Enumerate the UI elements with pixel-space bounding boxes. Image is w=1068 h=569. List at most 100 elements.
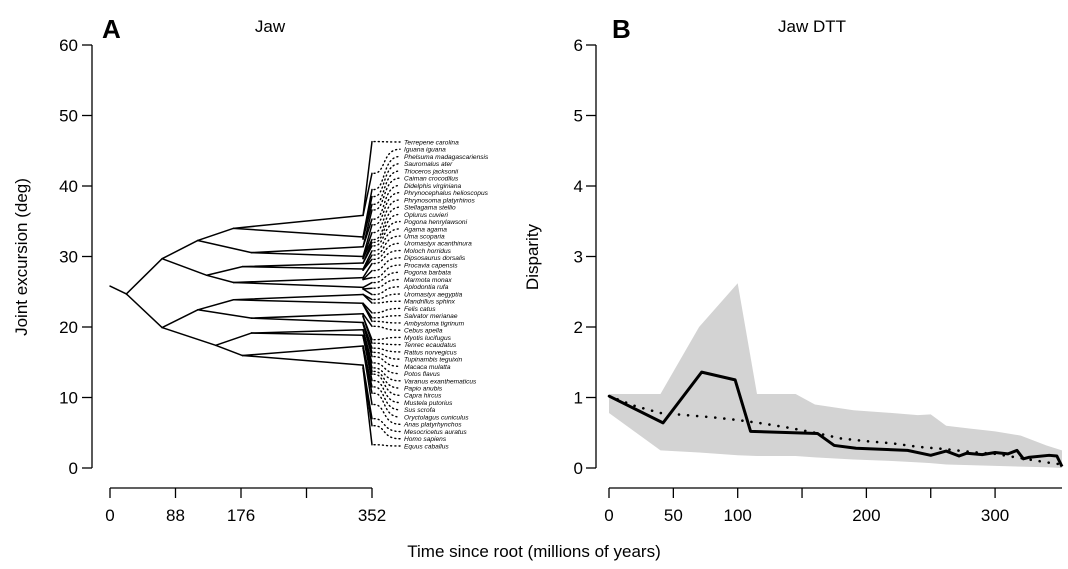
tree-branch bbox=[362, 328, 373, 369]
panel-a-y-tick-label: 40 bbox=[59, 177, 78, 196]
tree-branch bbox=[362, 347, 373, 406]
tree-branch bbox=[362, 313, 373, 328]
taxon-leader bbox=[373, 325, 401, 331]
null-range-band bbox=[609, 283, 1062, 468]
taxon-leader bbox=[373, 425, 401, 440]
taxon-label: Phelsuma madagascariensis bbox=[404, 154, 489, 161]
taxon-leader bbox=[373, 242, 401, 261]
tree-branch bbox=[161, 239, 199, 260]
taxon-label: Mandrillus sphinx bbox=[404, 299, 456, 306]
tree-branch bbox=[362, 269, 373, 281]
taxon-leader bbox=[373, 307, 401, 314]
taxon-leader bbox=[373, 155, 401, 191]
taxon-label: Homo sapiens bbox=[404, 436, 447, 443]
panel-b-y-tick-label: 1 bbox=[574, 389, 583, 408]
taxon-label: Capra hircus bbox=[404, 393, 442, 400]
tree-branch bbox=[362, 303, 373, 323]
taxon-leader bbox=[373, 271, 401, 284]
taxon-label: Tupinambis teguixin bbox=[404, 357, 462, 364]
panel-b-y-tick-label: 3 bbox=[574, 248, 583, 267]
tree-branch bbox=[250, 317, 364, 324]
taxon-label: Anas platyrhynchos bbox=[403, 422, 462, 429]
panel-b-x-tick-label: 100 bbox=[724, 506, 752, 525]
taxon-leader bbox=[373, 278, 401, 289]
taxon-label: Didelphis virginiana bbox=[404, 183, 462, 190]
panel-a-x-tick-label: 88 bbox=[166, 506, 185, 525]
tree-branch bbox=[232, 293, 364, 301]
taxon-leader bbox=[373, 228, 401, 252]
panel-b: B Jaw DTT Disparity 0 1 2 3 4 5 6 0 50 100 200 300 bbox=[523, 14, 1064, 525]
taxon-label: Sauromalus ater bbox=[404, 161, 453, 168]
tree-branch bbox=[232, 281, 364, 289]
tree-branch bbox=[241, 265, 364, 270]
taxon-label: Agama agama bbox=[403, 226, 447, 233]
tree-branch bbox=[362, 258, 373, 271]
taxon-leader bbox=[373, 148, 401, 175]
taxon-leader bbox=[373, 235, 401, 256]
taxon-leader bbox=[373, 220, 401, 247]
taxon-leader bbox=[373, 403, 401, 425]
tree-branch bbox=[125, 257, 163, 295]
tree-branch bbox=[362, 321, 373, 349]
taxon-label: Uromastyx aegyptia bbox=[404, 291, 463, 298]
taxon-leader bbox=[373, 170, 401, 206]
panel-b-x-tick-label: 0 bbox=[604, 506, 613, 525]
taxon-label: Macaca mulatta bbox=[404, 364, 451, 371]
panel-b-y-axis-label: Disparity bbox=[523, 223, 542, 290]
tree-branch bbox=[250, 313, 364, 319]
taxon-leader bbox=[373, 351, 401, 360]
taxon-label: Mesocricetus auratus bbox=[404, 429, 467, 436]
tree-branch bbox=[362, 293, 373, 304]
taxon-label: Pogona henrylawsoni bbox=[404, 219, 468, 226]
taxon-leader bbox=[373, 379, 401, 404]
taxon-label: Varanus exanthematicus bbox=[404, 378, 477, 385]
taxon-leader bbox=[373, 249, 401, 265]
taxon-label: Equus caballus bbox=[404, 443, 449, 450]
panel-b-x-tick-label: 50 bbox=[664, 506, 683, 525]
taxon-label: Terrepene carolina bbox=[404, 139, 459, 146]
tree-branch bbox=[362, 250, 373, 270]
panel-b-y-tick-label: 2 bbox=[574, 318, 583, 337]
taxon-leader bbox=[373, 355, 401, 368]
taxon-label: Felis catus bbox=[404, 306, 436, 313]
tree-branch bbox=[362, 315, 373, 344]
tree-branch bbox=[197, 239, 253, 254]
panel-b-y-tick-label: 6 bbox=[574, 36, 583, 55]
panel-a-y-axis-label: Joint excursion (deg) bbox=[12, 178, 31, 336]
tree-branch bbox=[232, 227, 364, 238]
taxon-label: Papio anubis bbox=[404, 385, 443, 392]
tree-branch bbox=[362, 238, 373, 260]
taxon-label: Uromastyx acanthinura bbox=[404, 241, 472, 248]
tree-branch bbox=[362, 364, 373, 420]
taxon-label: Trioceros jacksonii bbox=[404, 168, 459, 175]
taxon-leader bbox=[373, 370, 401, 389]
tree-branch bbox=[250, 246, 364, 254]
taxon-label: Rattus norvegicus bbox=[404, 349, 457, 356]
tree-branch bbox=[362, 140, 373, 217]
taxon-label: Oplurus cuvieri bbox=[404, 212, 449, 219]
tree-branch bbox=[362, 322, 373, 358]
tree-branch bbox=[197, 299, 235, 311]
taxon-leader bbox=[373, 367, 401, 382]
panel-a-x-tick-label: 176 bbox=[227, 506, 255, 525]
tree-branch bbox=[362, 367, 373, 446]
taxon-leader bbox=[373, 300, 401, 304]
tree-branch bbox=[241, 262, 364, 268]
tree-branch bbox=[362, 188, 373, 238]
tree-branch bbox=[214, 344, 244, 357]
tree-branch bbox=[362, 224, 373, 258]
taxon-label: Dipsosaurus dorsalis bbox=[404, 255, 466, 262]
taxon-label: Mustela putorius bbox=[404, 400, 453, 407]
tree-branch bbox=[232, 276, 364, 284]
taxon-leader bbox=[373, 320, 401, 324]
taxon-label: Moloch horridus bbox=[404, 248, 452, 255]
tree-branch bbox=[362, 287, 373, 290]
panel-a-letter: A bbox=[102, 14, 121, 44]
tree-branch bbox=[161, 309, 199, 329]
tree-branch bbox=[362, 203, 373, 240]
taxon-label: Stellagama stellio bbox=[404, 205, 456, 212]
tree-branch bbox=[197, 309, 253, 319]
tree-branch bbox=[362, 172, 373, 217]
tree-branch bbox=[232, 299, 364, 305]
